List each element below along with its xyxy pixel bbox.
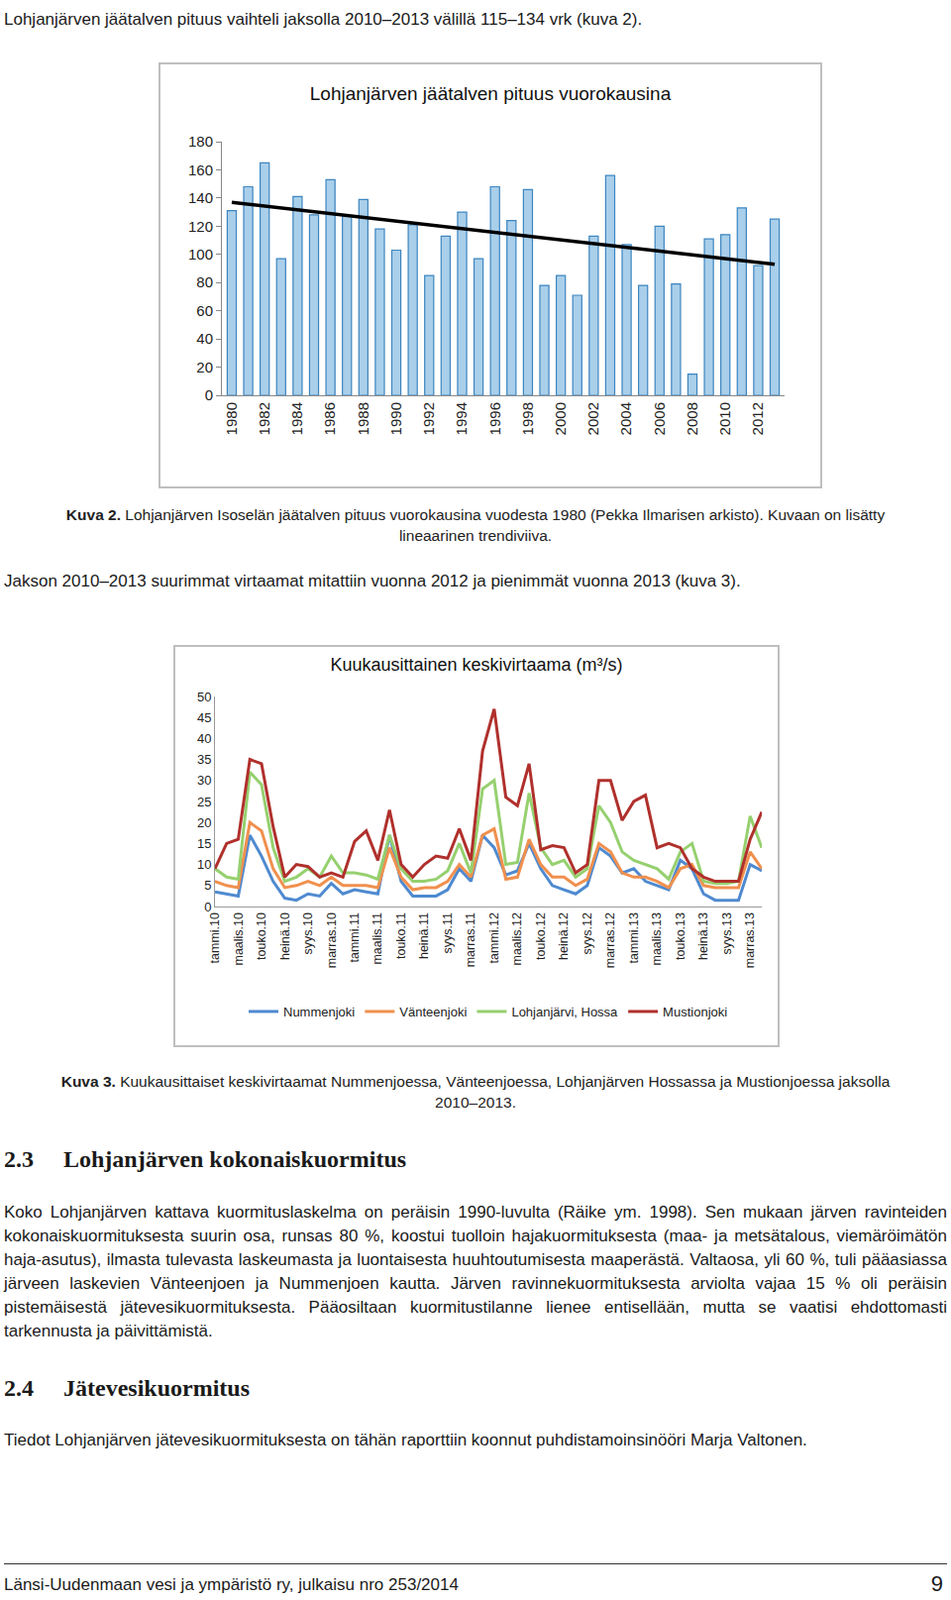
- svg-text:2006: 2006: [650, 402, 668, 435]
- svg-text:30: 30: [197, 772, 212, 788]
- svg-text:syys.11: syys.11: [440, 912, 455, 953]
- svg-text:120: 120: [188, 217, 213, 235]
- svg-text:40: 40: [197, 731, 212, 746]
- svg-text:1996: 1996: [486, 402, 504, 435]
- svg-text:50: 50: [197, 689, 212, 705]
- svg-text:maalis.11: maalis.11: [370, 912, 385, 965]
- html-text:Jätevesikuormitus: Jätevesikuormitus: [63, 1374, 250, 1401]
- svg-text:touko.11: touko.11: [394, 912, 409, 959]
- svg-text:Kuukausittainen keskivirtaama: Kuukausittainen keskivirtaama (m³/s): [329, 654, 623, 675]
- svg-text:2004: 2004: [617, 402, 634, 435]
- svg-text:35: 35: [197, 751, 212, 767]
- svg-text:1994: 1994: [452, 402, 470, 435]
- html-text:2.4: 2.4: [3, 1374, 34, 1401]
- svg-text:heinä.12: heinä.12: [556, 912, 571, 960]
- html-text:Lohjanjärven kokonaiskuormitus: Lohjanjärven kokonaiskuormitus: [63, 1146, 407, 1172]
- svg-text:maalis.10: maalis.10: [231, 912, 246, 966]
- svg-text:60: 60: [196, 302, 213, 319]
- svg-text:heinä.11: heinä.11: [417, 912, 431, 959]
- html-text:Tiedot Lohjanjärven jätevesiku: Tiedot Lohjanjärven jätevesikuormitukses…: [3, 1430, 808, 1450]
- html-text:Kuva 2. Lohjanjärven Isoselän: Kuva 2. Lohjanjärven Isoselän jäätalven …: [66, 506, 885, 544]
- svg-text:1990: 1990: [387, 402, 405, 435]
- svg-text:20: 20: [196, 358, 213, 376]
- svg-text:1986: 1986: [320, 402, 338, 435]
- svg-text:2010: 2010: [716, 402, 734, 435]
- svg-text:0: 0: [205, 386, 213, 404]
- svg-text:heinä.13: heinä.13: [696, 912, 711, 960]
- svg-text:2002: 2002: [584, 402, 602, 435]
- svg-text:heinä.10: heinä.10: [278, 912, 293, 960]
- svg-text:5: 5: [204, 877, 212, 893]
- svg-text:syys.10: syys.10: [301, 912, 316, 954]
- svg-text:1984: 1984: [288, 402, 306, 435]
- svg-text:100: 100: [188, 245, 213, 263]
- svg-text:1992: 1992: [420, 402, 437, 435]
- svg-text:25: 25: [197, 794, 212, 810]
- svg-text:tammi.12: tammi.12: [487, 912, 502, 963]
- svg-text:80: 80: [196, 273, 213, 291]
- svg-text:1980: 1980: [222, 402, 240, 435]
- svg-text:45: 45: [197, 710, 212, 726]
- html-text:Jakson 2010–2013 suurimmat vir: Jakson 2010–2013 suurimmat virtaamat mit…: [3, 571, 741, 591]
- svg-text:15: 15: [197, 836, 212, 851]
- svg-text:Lohjanjärvi, Hossa: Lohjanjärvi, Hossa: [511, 1004, 619, 1020]
- svg-text:touko.12: touko.12: [533, 912, 548, 960]
- svg-text:Nummenjoki: Nummenjoki: [283, 1004, 355, 1020]
- svg-text:20: 20: [197, 815, 212, 831]
- svg-text:40: 40: [196, 329, 213, 347]
- svg-text:touko.10: touko.10: [254, 912, 269, 960]
- svg-text:2000: 2000: [551, 402, 569, 435]
- svg-text:tammi.11: tammi.11: [347, 912, 362, 963]
- svg-text:10: 10: [197, 856, 212, 872]
- svg-text:marras.10: marras.10: [324, 912, 339, 968]
- svg-text:tammi.13: tammi.13: [627, 912, 641, 963]
- svg-text:160: 160: [188, 161, 213, 179]
- svg-text:2008: 2008: [683, 402, 701, 435]
- svg-text:maalis.13: maalis.13: [649, 912, 664, 966]
- svg-text:syys.13: syys.13: [720, 912, 735, 954]
- html-text:Koko Lohjanjärven kattava kuor: Koko Lohjanjärven kattava kuormituslaske…: [3, 1202, 948, 1341]
- html-text:9: 9: [930, 1571, 944, 1596]
- svg-text:0: 0: [204, 899, 212, 915]
- svg-text:140: 140: [188, 189, 213, 207]
- svg-text:marras.13: marras.13: [742, 912, 757, 968]
- svg-text:2012: 2012: [748, 402, 766, 435]
- html-text:Länsi-Uudenmaan vesi ja ympäri: Länsi-Uudenmaan vesi ja ympäristö ry, ju…: [3, 1575, 459, 1594]
- svg-text:Lohjanjärven jäätalven pituus: Lohjanjärven jäätalven pituus vuorokausi…: [310, 83, 672, 105]
- svg-text:1982: 1982: [255, 402, 273, 435]
- svg-text:1988: 1988: [354, 402, 372, 435]
- svg-text:1998: 1998: [519, 402, 536, 435]
- svg-text:touko.13: touko.13: [673, 912, 688, 960]
- svg-text:syys.12: syys.12: [580, 912, 595, 954]
- html-text:2.3: 2.3: [3, 1146, 34, 1172]
- svg-text:marras.12: marras.12: [603, 912, 618, 968]
- svg-text:maalis.12: maalis.12: [510, 912, 525, 966]
- svg-text:marras.11: marras.11: [463, 912, 478, 967]
- svg-text:Mustionjoki: Mustionjoki: [662, 1004, 728, 1020]
- html-text:Kuva 3. Kuukausittaiset keskiv: Kuva 3. Kuukausittaiset keskivirtaamat N…: [61, 1072, 890, 1111]
- svg-text:180: 180: [188, 132, 213, 150]
- svg-text:tammi.10: tammi.10: [208, 912, 222, 963]
- svg-text:Vänteenjoki: Vänteenjoki: [399, 1004, 467, 1020]
- html-text:Lohjanjärven jäätalven pituus: Lohjanjärven jäätalven pituus vaihteli j…: [3, 9, 643, 29]
